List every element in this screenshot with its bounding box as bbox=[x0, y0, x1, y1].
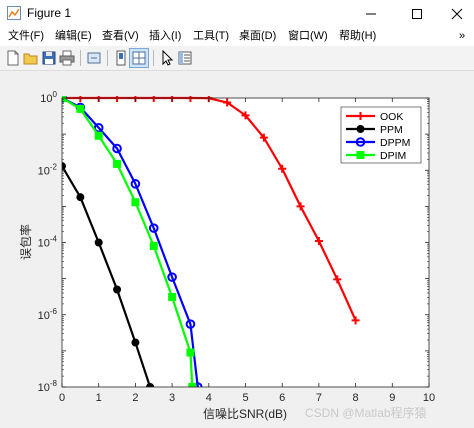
menu-file[interactable]: 文件(F) bbox=[8, 30, 45, 42]
menu-insert[interactable]: 插入(I) bbox=[149, 30, 182, 42]
y-tick-label: 100 bbox=[40, 90, 57, 105]
dock-icon[interactable] bbox=[112, 49, 130, 67]
data-point-ook bbox=[223, 98, 232, 107]
data-point-dpim bbox=[94, 131, 103, 140]
legend-label-ook: OOK bbox=[380, 111, 403, 123]
close-button[interactable] bbox=[440, 0, 474, 27]
x-tick-label: 6 bbox=[279, 392, 285, 404]
series-ppm bbox=[62, 162, 155, 387]
x-tick-label: 9 bbox=[389, 392, 395, 404]
data-point-dppm bbox=[148, 223, 159, 233]
x-axis-label: 信噪比SNR(dB) bbox=[203, 407, 287, 421]
series-dpim bbox=[62, 96, 197, 387]
matlab-figure-icon bbox=[7, 6, 21, 20]
data-point-dpim bbox=[76, 104, 85, 113]
new-file-icon[interactable] bbox=[4, 49, 22, 67]
x-tick-label: 10 bbox=[423, 392, 435, 404]
data-point-dppm bbox=[192, 382, 203, 387]
data-point-ook bbox=[278, 164, 287, 173]
data-point-ook bbox=[259, 133, 268, 142]
y-tick-label: 10-6 bbox=[38, 307, 58, 322]
x-tick-label: 4 bbox=[206, 392, 212, 404]
data-point-ppm bbox=[146, 383, 155, 387]
open-folder-icon[interactable] bbox=[22, 49, 40, 67]
legend-marker-dppm bbox=[355, 137, 366, 147]
y-tick-label: 10-8 bbox=[38, 379, 58, 394]
data-point-dpim bbox=[113, 159, 122, 168]
property-editor-icon[interactable] bbox=[176, 49, 194, 67]
legend-marker-ppm bbox=[356, 125, 365, 133]
legend-label-dpim: DPIM bbox=[380, 150, 406, 162]
toolbar-separator bbox=[80, 50, 81, 66]
layout-icon[interactable] bbox=[129, 48, 149, 68]
menu-edit[interactable]: 编辑(E) bbox=[55, 30, 92, 42]
data-point-dppm bbox=[167, 272, 177, 282]
series-line-dppm bbox=[62, 97, 199, 387]
menu-view[interactable]: 查看(V) bbox=[102, 30, 139, 42]
data-point-dpim bbox=[131, 198, 140, 207]
data-point-dppm bbox=[185, 319, 196, 329]
legend-label-ppm: PPM bbox=[380, 124, 403, 136]
data-point-dpim bbox=[149, 242, 158, 251]
series-line-ppm bbox=[62, 165, 152, 387]
menu-desktop[interactable]: 桌面(D) bbox=[239, 30, 277, 42]
data-point-dpim bbox=[168, 292, 177, 301]
x-tick-label: 3 bbox=[169, 392, 175, 404]
save-icon[interactable] bbox=[40, 49, 58, 67]
data-point-ook bbox=[314, 237, 323, 246]
figure-canvas: 0 1 2 3 4 5 6 7 8 9 10 100 10-2 10-4 10-6 10-8 信噪比SNR(d… bbox=[0, 71, 474, 428]
title-bar[interactable]: Figure 1 bbox=[0, 0, 474, 27]
legend-marker-ook bbox=[356, 112, 365, 120]
toolbar bbox=[0, 46, 474, 71]
menu-bar: 文件(F) 编辑(E) 查看(V) 插入(I) 工具(T) 桌面(D) 窗口(W… bbox=[0, 27, 474, 46]
data-point-ook bbox=[241, 111, 250, 120]
data-point-ppm bbox=[62, 162, 66, 171]
x-tick-label: 7 bbox=[316, 392, 322, 404]
watermark-text: CSDN @Matlab程序猿 bbox=[305, 406, 427, 420]
data-point-ppm bbox=[94, 238, 103, 247]
x-tick-label: 1 bbox=[96, 392, 102, 404]
menu-window[interactable]: 窗口(W) bbox=[288, 30, 328, 42]
data-point-ook bbox=[296, 202, 305, 211]
maximize-button[interactable] bbox=[394, 0, 440, 27]
y-tick-label: 10-4 bbox=[38, 235, 58, 250]
legend-marker-dpim bbox=[356, 151, 365, 159]
data-point-ook bbox=[333, 275, 342, 284]
window-title: Figure 1 bbox=[27, 6, 72, 20]
menu-help[interactable]: 帮助(H) bbox=[339, 30, 377, 42]
menu-overflow-chevron[interactable]: » bbox=[459, 30, 466, 42]
line-chart[interactable]: 0 1 2 3 4 5 6 7 8 9 10 100 10-2 10-4 10-6 10-8 信噪比SNR(d… bbox=[0, 71, 474, 428]
toolbar-separator bbox=[107, 50, 108, 66]
data-point-ppm bbox=[113, 285, 122, 294]
y-axis-label: 误包率 bbox=[18, 224, 33, 260]
print-icon[interactable] bbox=[58, 49, 76, 67]
data-point-dppm bbox=[112, 143, 122, 154]
minimize-button[interactable] bbox=[348, 0, 394, 27]
data-point-dpim bbox=[186, 348, 195, 357]
data-point-ppm bbox=[131, 338, 140, 347]
data-point-ppm bbox=[76, 193, 85, 202]
x-tick-label: 2 bbox=[132, 392, 138, 404]
data-point-dppm bbox=[130, 179, 141, 189]
data-point-dpim bbox=[188, 383, 197, 387]
toolbar-separator bbox=[153, 50, 154, 66]
minimize-icon bbox=[366, 13, 376, 15]
maximize-icon bbox=[412, 9, 422, 19]
legend-label-dppm: DPPM bbox=[380, 137, 410, 149]
axes-frame bbox=[61, 97, 430, 388]
link-icon[interactable] bbox=[85, 49, 103, 67]
y-tick-label: 10-2 bbox=[38, 162, 58, 177]
x-tick-label: 5 bbox=[242, 392, 248, 404]
pointer-icon[interactable] bbox=[158, 49, 176, 67]
menu-tools[interactable]: 工具(T) bbox=[193, 30, 230, 42]
data-point-dppm bbox=[93, 122, 104, 133]
data-point-ook bbox=[351, 316, 360, 325]
close-icon bbox=[451, 8, 463, 20]
x-tick-label: 8 bbox=[353, 392, 359, 404]
x-tick-label: 0 bbox=[59, 392, 65, 404]
